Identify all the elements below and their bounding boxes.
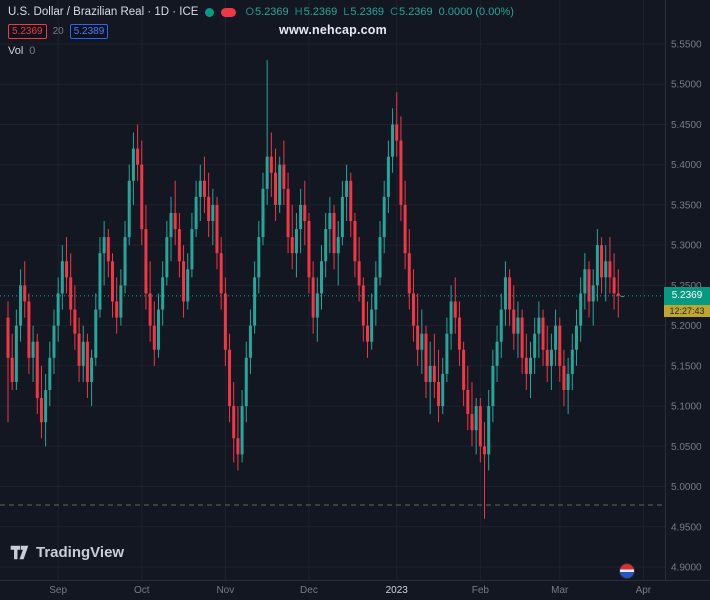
- tradingview-logo[interactable]: TradingView: [10, 544, 124, 561]
- tradingview-logo-icon: [10, 544, 29, 561]
- price-tick-label: 5.1000: [671, 402, 702, 413]
- price-tick-label: 5.0500: [671, 442, 702, 453]
- time-tick-label: Sep: [49, 585, 67, 596]
- flag-icon[interactable]: [619, 563, 635, 579]
- tradingview-wordmark: TradingView: [36, 544, 125, 561]
- time-tick-label: Apr: [636, 585, 652, 596]
- time-axis[interactable]: [0, 581, 710, 600]
- volume-legend: Vol 0: [8, 45, 514, 57]
- watermark-text: www.nehcap.com: [279, 23, 387, 37]
- price-tick-label: 5.1500: [671, 361, 702, 372]
- low-label: L: [343, 6, 350, 18]
- price-tick-label: 4.9000: [671, 563, 702, 574]
- change-value: 0.0000 (0.00%): [438, 6, 514, 18]
- time-tick-label: Oct: [134, 585, 150, 596]
- volume-label[interactable]: Vol: [8, 45, 24, 57]
- price-tick-label: 5.4000: [671, 160, 702, 171]
- indicator-value-red[interactable]: 5.2369: [8, 24, 47, 39]
- legend: U.S. Dollar / Brazilian Real · 1D · ICE …: [8, 6, 514, 57]
- time-tick-label: Mar: [551, 585, 569, 596]
- volume-value: 0: [29, 45, 36, 57]
- time-tick-label: Dec: [300, 585, 318, 596]
- symbol-title[interactable]: U.S. Dollar / Brazilian Real · 1D · ICE: [8, 6, 199, 18]
- price-tick-label: 4.9500: [671, 522, 702, 533]
- price-tick-label: 5.4500: [671, 120, 702, 131]
- close-value: 5.2369: [399, 6, 433, 18]
- flag-toggle-icon[interactable]: [221, 7, 237, 17]
- price-tick-label: 5.2000: [671, 321, 702, 332]
- price-tick-label: 5.3500: [671, 200, 702, 211]
- close-label: C: [390, 6, 399, 18]
- indicator-period[interactable]: 20: [52, 26, 64, 37]
- ohlc-values: O5.2369 H5.2369 L5.2369 C5.2369 0.0000 (…: [245, 6, 513, 18]
- candlestick-series: [6, 60, 624, 519]
- price-tick-label: 5.0000: [671, 482, 702, 493]
- high-value: 5.2369: [303, 6, 338, 18]
- price-tick-label: 5.5000: [671, 80, 702, 91]
- price-tick-label: 5.3000: [671, 241, 702, 252]
- open-value: 5.2369: [255, 6, 289, 18]
- time-tick-label: Nov: [216, 585, 234, 596]
- indicator-legend: 5.2369 20 5.2389: [8, 24, 514, 39]
- low-value: 5.2369: [350, 6, 385, 18]
- indicator-value-blue[interactable]: 5.2389: [69, 24, 109, 39]
- time-tick-label: Feb: [472, 585, 490, 596]
- time-tick-label: 2023: [386, 585, 409, 596]
- price-tick-label: 5.2500: [671, 281, 702, 292]
- price-axis-label: 5.2369: [664, 286, 710, 305]
- open-label: O: [245, 6, 255, 18]
- high-label: H: [294, 6, 303, 18]
- price-tick-label: 5.5500: [671, 40, 702, 51]
- countdown-label: 12:27:43: [664, 304, 710, 317]
- status-dot-icon[interactable]: [205, 7, 215, 17]
